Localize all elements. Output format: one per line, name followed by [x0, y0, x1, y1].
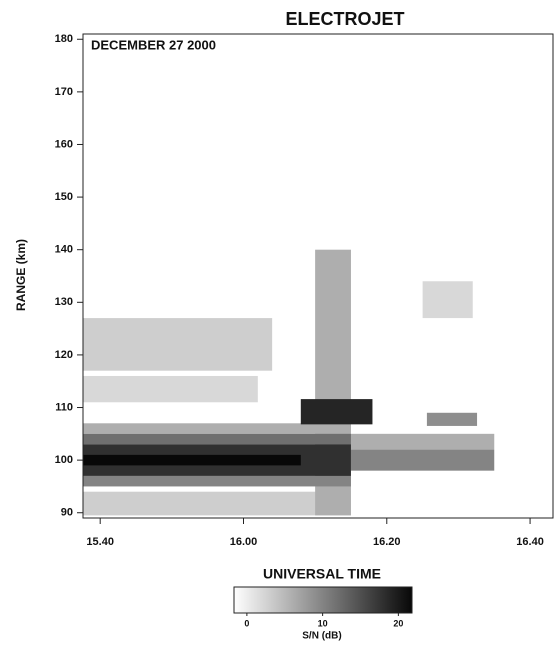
y-tick-label: 160: [55, 138, 73, 150]
heat-cell: [350, 433, 495, 450]
heat-cell: [422, 281, 473, 319]
heat-cell: [300, 399, 373, 425]
y-tick-label: 180: [55, 33, 73, 45]
colorbar-tick-label: 0: [244, 618, 249, 628]
heat-cell: [426, 412, 478, 426]
y-tick-label: 130: [55, 296, 73, 308]
y-axis-label: RANGE (km): [14, 239, 28, 311]
y-tick-label: 150: [55, 191, 73, 203]
heat-cell: [83, 433, 351, 445]
y-tick-label: 120: [55, 349, 73, 361]
colorbar-tick-label: 10: [318, 618, 328, 628]
annotation: DECEMBER 27 2000: [91, 37, 216, 52]
x-tick-label: 16.40: [516, 536, 544, 548]
y-tick-label: 110: [55, 401, 73, 413]
chart-title: ELECTROJET: [285, 9, 404, 29]
heat-cell: [83, 454, 301, 466]
colorbar-tick-label: 20: [393, 618, 403, 628]
heat-cell: [83, 423, 351, 434]
colorbar-label: S/N (dB): [302, 631, 341, 642]
heat-cell: [83, 375, 258, 403]
heat-cell: [83, 318, 273, 371]
colorbar: [233, 586, 413, 614]
plot-frame: [82, 33, 554, 519]
x-axis-label: UNIVERSAL TIME: [263, 566, 381, 582]
heat-cell: [350, 449, 495, 471]
heat-cell: [83, 491, 351, 516]
y-tick-label: 170: [55, 86, 73, 98]
x-tick-label: 16.20: [373, 536, 401, 548]
x-tick-label: 16.00: [230, 536, 258, 548]
y-tick-label: 90: [61, 507, 73, 519]
heat-cell: [83, 475, 351, 487]
y-tick-label: 100: [55, 454, 73, 466]
x-tick-label: 15.40: [86, 536, 114, 548]
y-tick-label: 140: [55, 244, 73, 256]
